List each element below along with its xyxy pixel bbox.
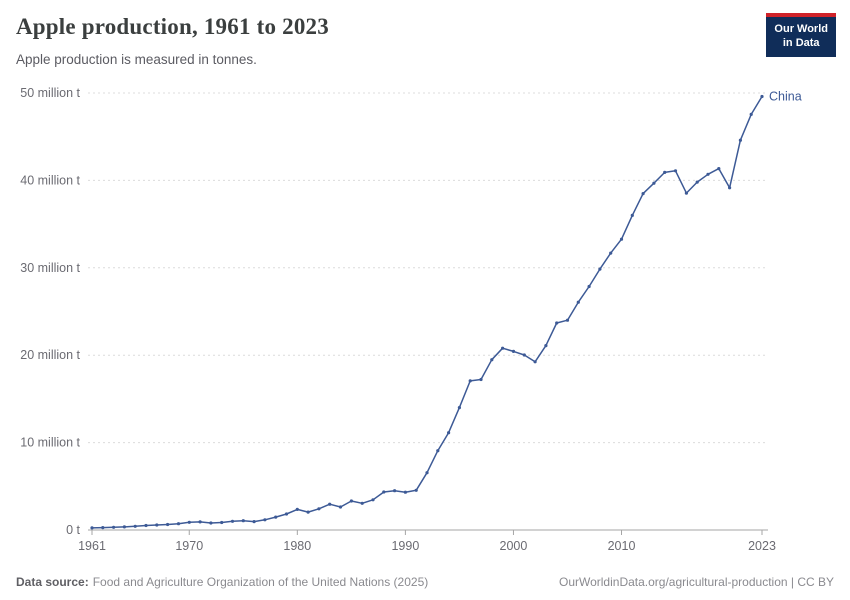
- data-point: [112, 525, 116, 529]
- data-point: [587, 284, 591, 289]
- data-point: [663, 170, 667, 174]
- data-point: [220, 520, 224, 525]
- data-point: [144, 523, 148, 528]
- data-point: [101, 526, 105, 530]
- data-point: [479, 377, 483, 382]
- data-source-text: Food and Agriculture Organization of the…: [92, 575, 429, 589]
- y-tick-label: 0 t: [66, 523, 80, 537]
- x-tick-label: 2000: [500, 539, 528, 553]
- data-point: [760, 94, 764, 99]
- x-tick-label: 1990: [391, 539, 419, 553]
- data-point: [230, 519, 235, 523]
- data-point: [598, 267, 602, 271]
- x-tick-label: 2010: [608, 539, 636, 553]
- y-tick-label: 10 million t: [20, 436, 80, 450]
- data-point: [338, 505, 343, 509]
- data-point: [436, 449, 440, 453]
- data-point: [371, 498, 375, 502]
- data-point: [490, 358, 494, 362]
- data-point: [317, 507, 321, 511]
- data-point: [565, 318, 570, 322]
- data-point: [522, 353, 526, 357]
- data-point: [457, 406, 461, 410]
- owid-logo-line2: in Data: [782, 37, 820, 50]
- data-point: [209, 521, 213, 525]
- data-point: [447, 431, 451, 435]
- x-tick-label: 1961: [78, 539, 106, 553]
- data-point: [360, 501, 364, 505]
- data-point: [717, 167, 721, 171]
- data-point: [393, 489, 397, 493]
- data-point: [619, 237, 624, 241]
- data-point: [90, 526, 94, 530]
- data-point: [511, 349, 516, 353]
- data-point: [241, 519, 245, 523]
- data-point: [155, 523, 159, 527]
- data-point: [728, 186, 732, 190]
- data-point: [749, 112, 753, 116]
- data-point: [166, 522, 170, 527]
- data-point: [468, 379, 472, 383]
- y-tick-label: 40 million t: [20, 173, 80, 187]
- y-tick-label: 30 million t: [20, 261, 80, 275]
- data-point: [403, 490, 407, 494]
- data-point: [630, 213, 634, 217]
- data-point: [252, 520, 256, 524]
- x-tick-label: 2023: [748, 539, 776, 553]
- data-point: [684, 191, 689, 195]
- data-point: [382, 490, 386, 494]
- y-tick-label: 50 million t: [20, 86, 80, 100]
- owid-url-text: OurWorldinData.org/agricultural-producti…: [558, 575, 834, 589]
- data-point: [576, 300, 580, 304]
- data-point: [274, 515, 278, 519]
- data-source: Data source: Food and Agriculture Organiz…: [16, 575, 428, 589]
- chart-subtitle: Apple production is measured in tonnes.: [16, 52, 257, 67]
- x-tick-label: 1970: [175, 539, 203, 553]
- data-point: [544, 344, 548, 348]
- data-point: [349, 499, 353, 503]
- data-point: [284, 512, 289, 516]
- data-point: [652, 181, 656, 185]
- data-point: [609, 251, 613, 255]
- data-point: [673, 169, 678, 173]
- data-point: [501, 346, 505, 350]
- owid-logo: Our World in Data: [766, 13, 836, 57]
- x-tick-label: 1980: [283, 539, 311, 553]
- y-tick-label: 20 million t: [20, 348, 80, 362]
- data-point: [555, 321, 559, 325]
- chart-footer: Data source: Food and Agriculture Organiz…: [16, 575, 834, 589]
- data-point: [641, 192, 645, 196]
- series-line-china: [91, 95, 763, 529]
- data-point: [176, 522, 181, 526]
- data-source-label: Data source:: [16, 575, 89, 589]
- data-point: [122, 525, 126, 529]
- data-point: [414, 488, 418, 492]
- data-point: [533, 360, 537, 364]
- data-point: [187, 520, 191, 524]
- data-point: [328, 502, 332, 506]
- owid-logo-line1: Our World: [774, 23, 828, 35]
- data-point: [133, 524, 137, 528]
- data-point: [295, 507, 299, 511]
- chart-title: Apple production, 1961 to 2023: [16, 14, 329, 39]
- data-point: [738, 138, 743, 142]
- data-point: [198, 520, 202, 524]
- data-point: [306, 510, 310, 514]
- series-end-label: China: [769, 89, 802, 103]
- data-point: [695, 180, 699, 184]
- data-point: [263, 518, 267, 522]
- data-point: [425, 471, 429, 475]
- data-point: [706, 172, 710, 176]
